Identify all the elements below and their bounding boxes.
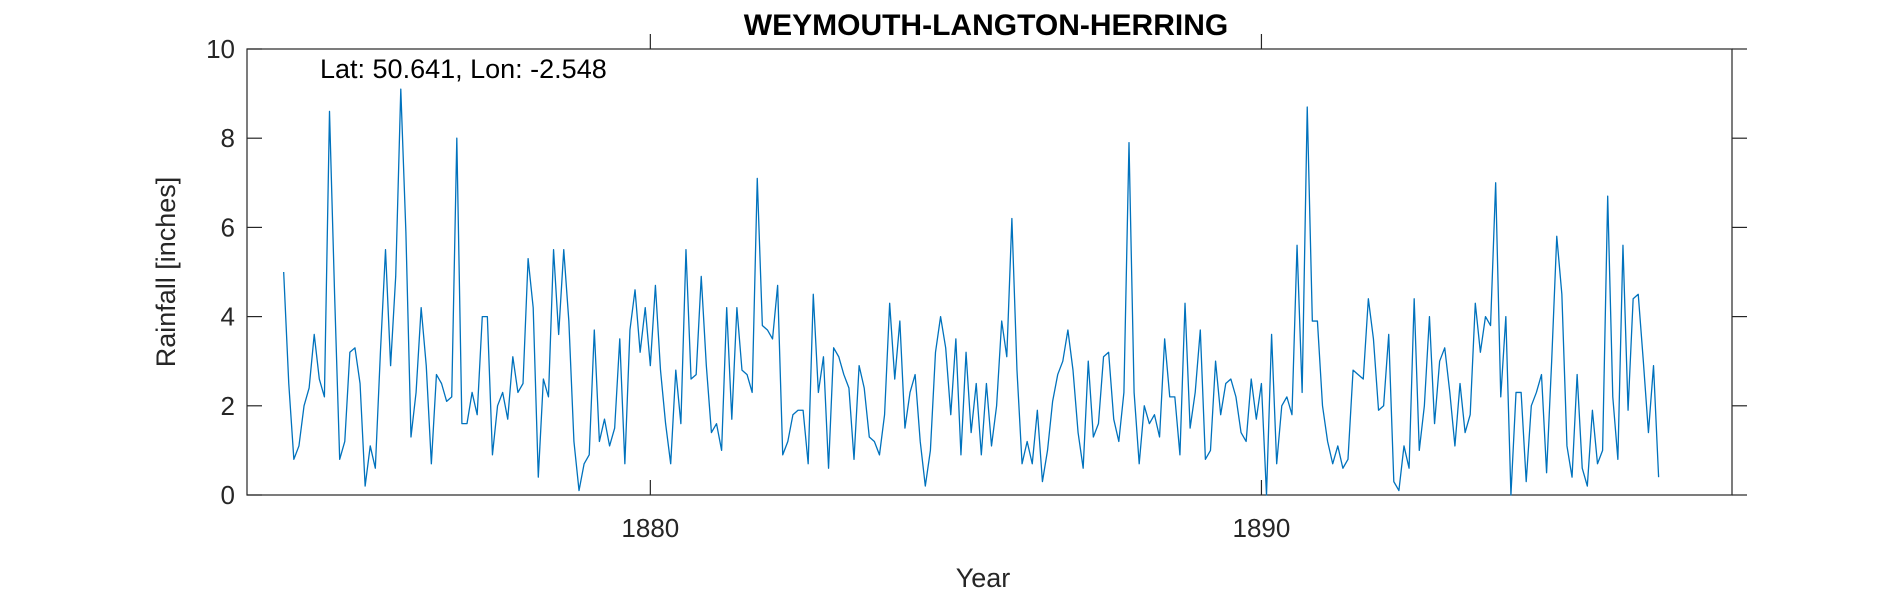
y-tick-label: 6 xyxy=(221,212,235,242)
location-annotation: Lat: 50.641, Lon: -2.548 xyxy=(320,54,607,84)
x-axis: 1880 1890 xyxy=(621,34,1290,543)
y-tick-label: 0 xyxy=(221,480,235,510)
y-tick-label: 8 xyxy=(221,123,235,153)
x-tick-label: 1890 xyxy=(1233,513,1291,543)
rainfall-series-line xyxy=(283,88,1660,496)
x-tick-label: 1880 xyxy=(621,513,679,543)
y-tick-label: 2 xyxy=(221,391,235,421)
y-tick-label: 4 xyxy=(221,302,235,332)
y-axis: 0 2 4 6 8 10 xyxy=(206,34,1747,510)
x-axis-label: Year xyxy=(956,563,1011,591)
y-tick-label: 10 xyxy=(206,34,235,64)
chart-title: WEYMOUTH-LANGTON-HERRING xyxy=(744,9,1228,42)
y-axis-label: Rainfall [inches] xyxy=(151,177,181,368)
plot-area-box xyxy=(246,48,1733,496)
